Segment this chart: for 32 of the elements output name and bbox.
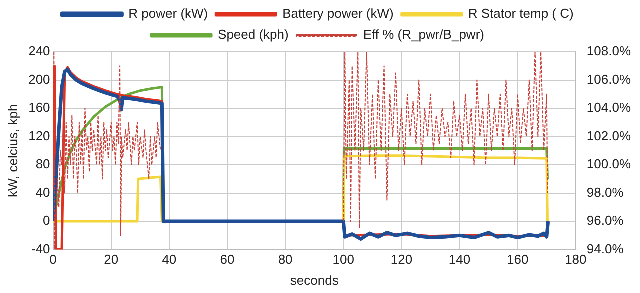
- x-tick-label: 100: [332, 252, 354, 268]
- y2-tick-label: 106.0%: [586, 72, 632, 87]
- x-tick-label: 160: [506, 252, 529, 268]
- y2-tick-label: 102.0%: [586, 128, 632, 144]
- y2-tick-label: 104.0%: [586, 100, 632, 116]
- x-tick-label: 20: [104, 252, 119, 268]
- y2-tick-label: 108.0%: [586, 44, 632, 59]
- legend-label: R Stator temp ( C): [468, 6, 574, 22]
- y-tick-label: 160: [28, 100, 50, 116]
- x-tick-label: 60: [220, 252, 235, 268]
- x-tick-label: 40: [162, 252, 177, 268]
- y-tick-label: 120: [28, 128, 50, 144]
- legend-label: Battery power (kW): [282, 6, 394, 22]
- y-tick-label: 200: [28, 72, 50, 87]
- y-tick-label: 240: [28, 44, 50, 59]
- legend-label: Eff % (R_pwr/B_pwr): [363, 27, 484, 42]
- y-tick-label: 80: [36, 156, 50, 172]
- y-tick-label: 40: [36, 184, 50, 200]
- x-tick-label: 120: [390, 252, 413, 268]
- legend-label: Speed (kph): [218, 27, 289, 42]
- y2-tick-label: 96.0%: [586, 213, 624, 228]
- y2-tick-label: 100.0%: [586, 156, 632, 172]
- x-tick-label: 140: [448, 252, 471, 268]
- legend-label: R power (kW): [128, 6, 208, 22]
- y-tick-label: -40: [31, 241, 50, 256]
- y2-tick-label: 94.0%: [586, 241, 624, 256]
- y2-tick-label: 98.0%: [586, 184, 624, 200]
- y-axis-title: kW, celcius, kph: [5, 104, 20, 198]
- y-tick-label: 0: [43, 213, 50, 228]
- x-tick-label: 180: [565, 252, 587, 268]
- x-tick-label: 80: [278, 252, 293, 268]
- x-axis-title: seconds: [290, 272, 340, 288]
